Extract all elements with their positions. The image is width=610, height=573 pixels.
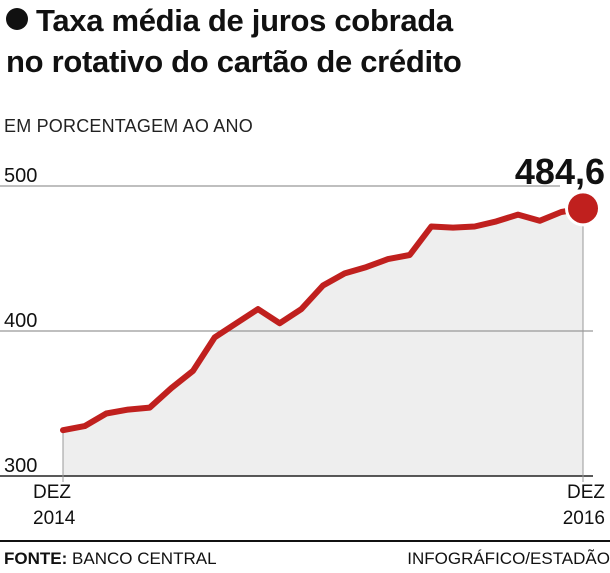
bullet-icon bbox=[6, 8, 28, 30]
highlight-dot bbox=[568, 193, 598, 224]
footer-divider bbox=[0, 540, 610, 542]
x-start-label-year: 2014 bbox=[33, 508, 76, 529]
chart-subtitle: EM PORCENTAGEM AO ANO bbox=[4, 116, 253, 136]
title-line-1: Taxa média de juros cobrada bbox=[36, 3, 453, 38]
x-end-label-month: DEZ bbox=[567, 482, 605, 503]
y-tick-label-300: 300 bbox=[4, 455, 37, 477]
source-value: BANCO CENTRAL bbox=[72, 549, 217, 568]
chart-title: Taxa média de juros cobrada no rotativo … bbox=[6, 0, 606, 82]
source-label: FONTE: bbox=[4, 549, 68, 568]
y-tick-label-500: 500 bbox=[4, 165, 37, 187]
source-note: FONTE: BANCO CENTRAL bbox=[4, 549, 217, 569]
highlight-value-label: 484,6 bbox=[515, 151, 605, 192]
title-line-2: no rotativo do cartão de crédito bbox=[6, 44, 462, 79]
credit-note: INFOGRÁFICO/ESTADÃO bbox=[407, 549, 610, 568]
x-start-label-month: DEZ bbox=[33, 482, 71, 503]
y-tick-label-400: 400 bbox=[4, 310, 37, 332]
area-fill bbox=[63, 208, 583, 477]
x-end-label-year: 2016 bbox=[563, 508, 605, 529]
